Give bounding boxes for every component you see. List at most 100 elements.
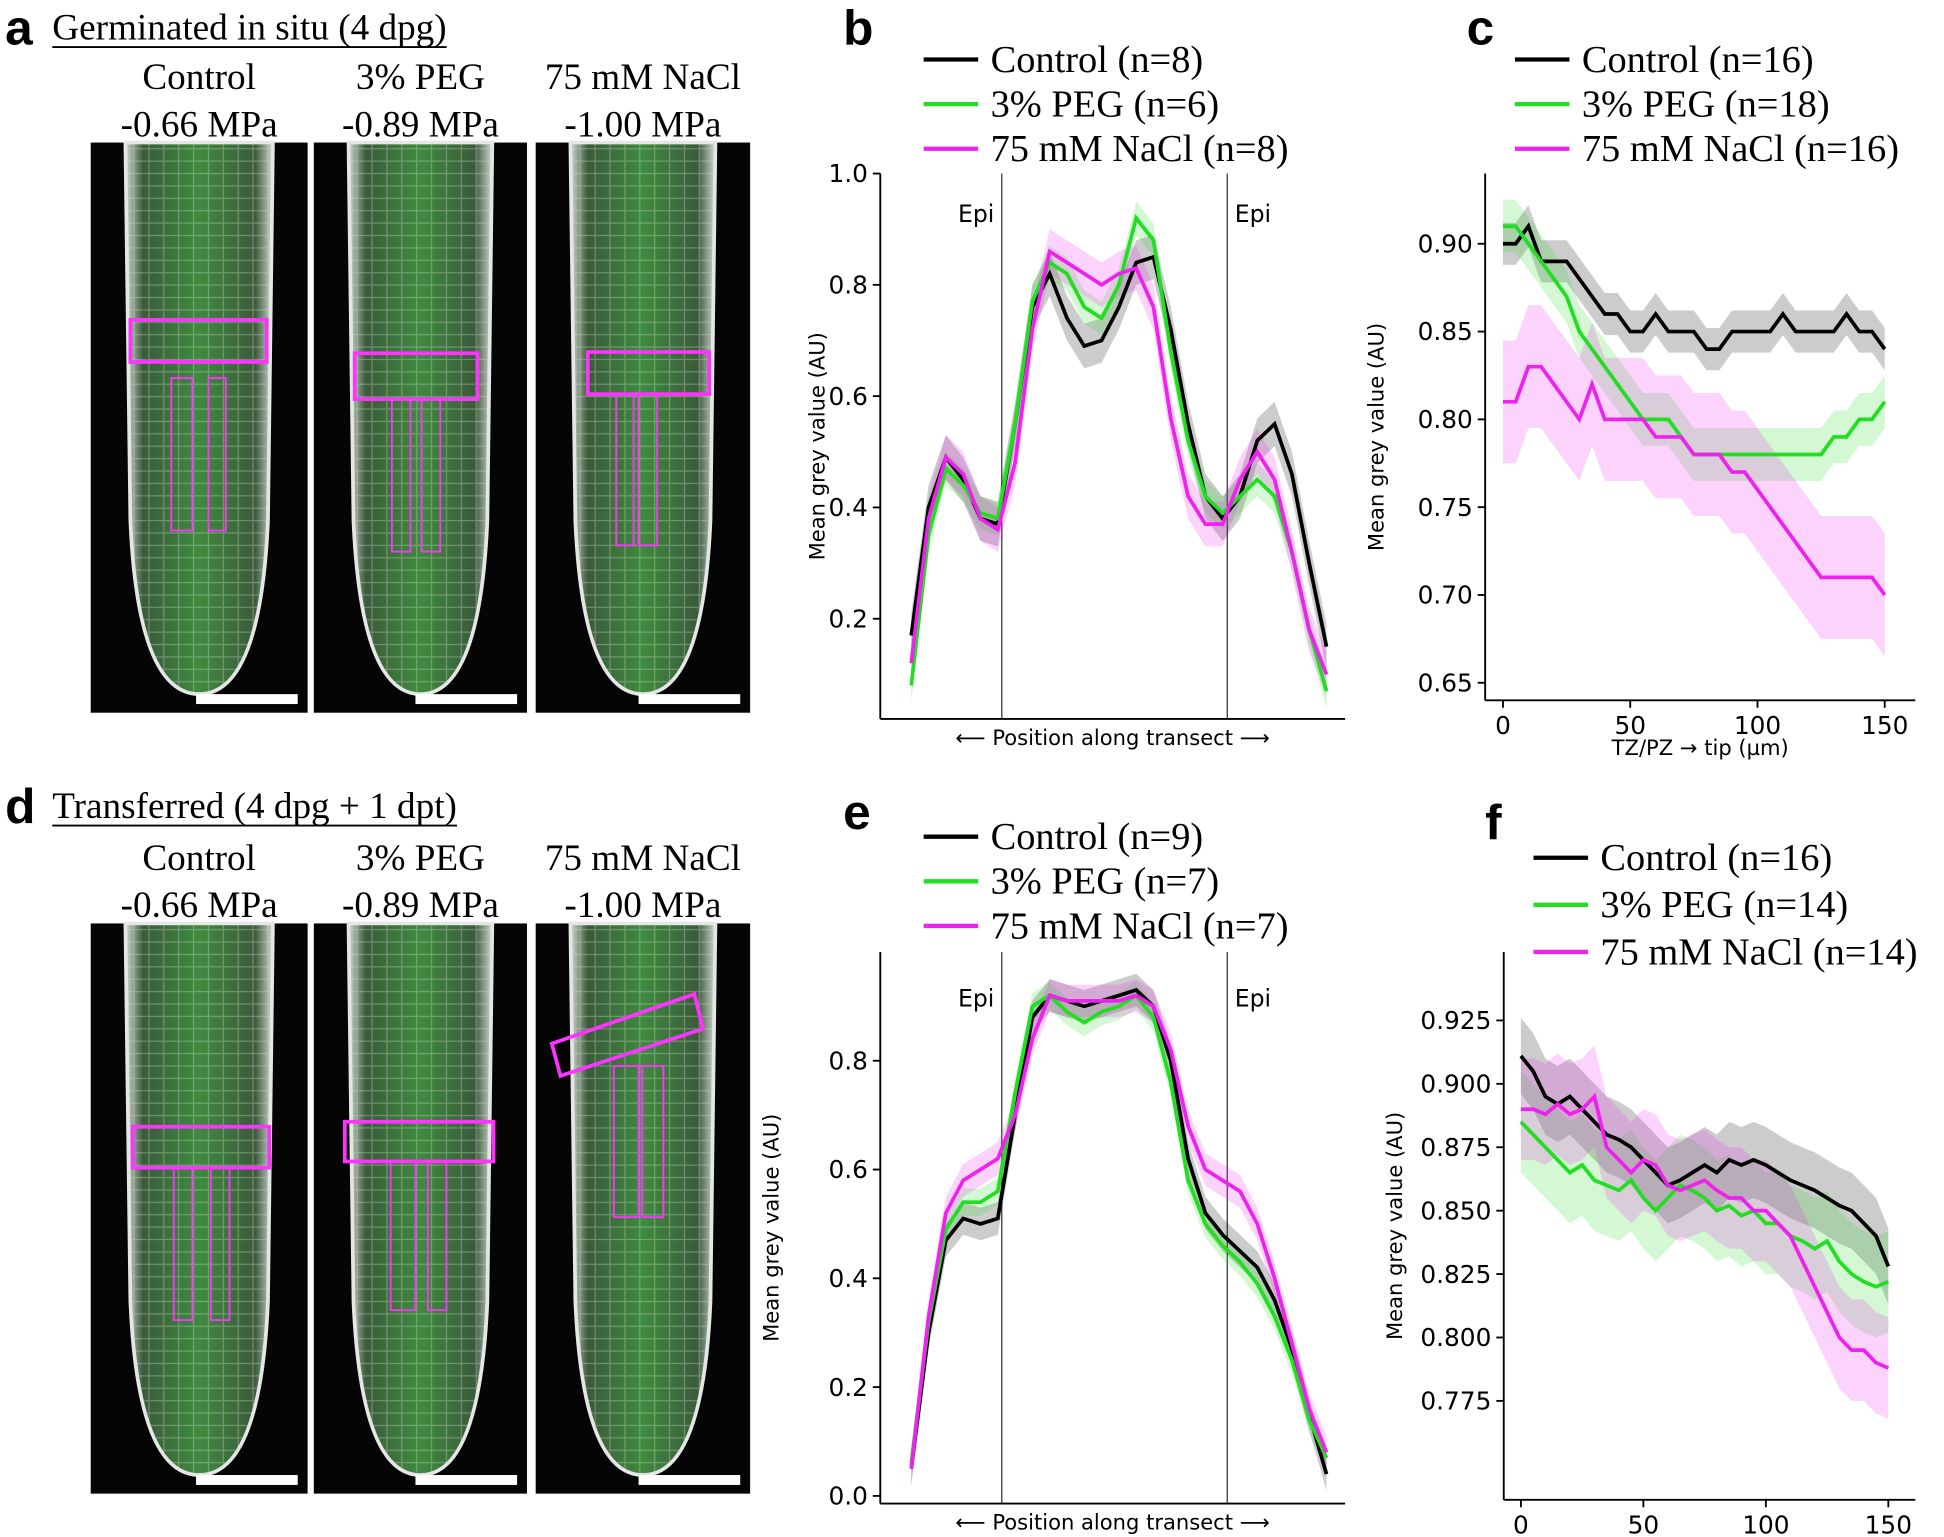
x-axis-label: TZ/PZ → tip (µm) bbox=[1611, 735, 1789, 760]
error-band bbox=[911, 229, 1327, 697]
panel-letter: c bbox=[1467, 0, 1495, 56]
legend-label: 75 mM NaCl (n=16) bbox=[1582, 128, 1899, 170]
series-line bbox=[1502, 364, 1887, 597]
legend-label: 3% PEG (n=7) bbox=[991, 861, 1220, 903]
y-tick-label: 0.90 bbox=[1418, 229, 1473, 258]
y-tick-label: 0.8 bbox=[828, 271, 867, 300]
series-line bbox=[909, 993, 1329, 1464]
y-tick-label: 0.85 bbox=[1418, 317, 1473, 346]
x-tick-label: 100 bbox=[1734, 711, 1781, 740]
root-cells bbox=[125, 142, 273, 695]
y-tick-label: 0.70 bbox=[1418, 581, 1473, 610]
legend-label: 3% PEG (n=6) bbox=[991, 84, 1220, 126]
y-tick-label: 0.4 bbox=[828, 1264, 867, 1293]
scale-bar bbox=[638, 694, 741, 705]
panel-heading: Transferred (4 dpg + 1 dpt) bbox=[52, 786, 457, 827]
scale-bar bbox=[415, 1475, 518, 1485]
roi-box bbox=[130, 1124, 272, 1170]
y-axis-label: Mean grey value (AU) bbox=[1382, 1112, 1407, 1340]
condition-name: 3% PEG bbox=[356, 838, 485, 879]
x-tick-label: 100 bbox=[1742, 1510, 1789, 1537]
roi-strip bbox=[612, 1065, 640, 1219]
roi-strip bbox=[207, 377, 227, 532]
legend-label: 75 mM NaCl (n=7) bbox=[991, 905, 1289, 947]
panel-letter: b bbox=[843, 0, 873, 56]
y-tick-label: 0.850 bbox=[1420, 1196, 1491, 1225]
annotation: Epi bbox=[958, 200, 994, 228]
legend-label: 75 mM NaCl (n=14) bbox=[1600, 931, 1917, 973]
panel-letter: d bbox=[5, 778, 35, 834]
panel-heading: Germinated in situ (4 dpg) bbox=[52, 8, 446, 49]
roi-box bbox=[549, 991, 706, 1079]
roi-strip bbox=[637, 393, 659, 547]
series-line bbox=[1519, 1120, 1890, 1289]
x-axis-label: ⟵ Position along transect ⟶ bbox=[955, 1510, 1269, 1535]
panel-letter: a bbox=[5, 0, 33, 56]
roi-strip bbox=[390, 398, 412, 553]
legend-label: Control (n=16) bbox=[1600, 837, 1832, 879]
panel-letter: e bbox=[843, 784, 871, 840]
series-line bbox=[909, 213, 1329, 692]
root-cells bbox=[348, 923, 493, 1476]
error-band bbox=[1520, 1017, 1889, 1305]
roi-box bbox=[128, 317, 269, 364]
error-band bbox=[911, 234, 1327, 669]
condition-potential: -0.89 MPa bbox=[342, 104, 499, 145]
y-axis-label: Mean grey value (AU) bbox=[759, 1114, 784, 1342]
y-tick-label: 0.775 bbox=[1420, 1387, 1491, 1416]
y-tick-label: 0.875 bbox=[1420, 1133, 1491, 1162]
roi-strip bbox=[615, 393, 635, 547]
x-tick-label: 0 bbox=[1495, 711, 1511, 740]
y-tick-label: 0.65 bbox=[1418, 668, 1473, 697]
condition-name: 75 mM NaCl bbox=[545, 57, 741, 98]
series-line bbox=[909, 987, 1329, 1475]
y-tick-label: 0.925 bbox=[1420, 1006, 1491, 1035]
root-cells bbox=[570, 142, 716, 695]
condition-name: 3% PEG bbox=[356, 57, 485, 98]
y-tick-label: 0.6 bbox=[828, 382, 867, 411]
series-line bbox=[909, 248, 1329, 676]
scale-bar bbox=[196, 694, 298, 705]
roi-strip bbox=[641, 1065, 665, 1219]
x-tick-label: 0 bbox=[1513, 1510, 1529, 1537]
condition-potential: -0.66 MPa bbox=[121, 104, 278, 145]
panel-letter: f bbox=[1485, 794, 1502, 850]
x-axis-label: TZ/PZ → tip (µm) bbox=[1620, 1534, 1798, 1537]
condition-potential: -0.66 MPa bbox=[121, 885, 278, 926]
condition-potential: -1.00 MPa bbox=[564, 104, 721, 145]
condition-name: Control bbox=[142, 57, 256, 98]
roi-strip bbox=[170, 377, 194, 532]
y-tick-label: 0.4 bbox=[828, 493, 867, 522]
y-tick-label: 0.6 bbox=[828, 1155, 867, 1184]
legend-label: Control (n=9) bbox=[991, 816, 1204, 858]
roi-box bbox=[352, 351, 480, 401]
condition-potential: -0.89 MPa bbox=[342, 885, 499, 926]
y-tick-label: 1.0 bbox=[828, 159, 867, 188]
series-line bbox=[909, 993, 1329, 1469]
x-tick-label: 150 bbox=[1865, 1510, 1912, 1537]
scale-bar bbox=[638, 1475, 741, 1485]
roi-strip bbox=[210, 1166, 231, 1322]
condition-name: Control bbox=[142, 838, 256, 879]
y-tick-label: 0.8 bbox=[828, 1046, 867, 1075]
condition-potential: -1.00 MPa bbox=[564, 885, 721, 926]
legend-label: Control (n=8) bbox=[991, 39, 1204, 81]
legend-label: 3% PEG (n=18) bbox=[1582, 84, 1830, 126]
condition-name: 75 mM NaCl bbox=[545, 838, 741, 879]
annotation: Epi bbox=[1235, 984, 1271, 1012]
roi-strip bbox=[426, 1160, 448, 1312]
error-band bbox=[1502, 199, 1885, 481]
annotation: Epi bbox=[1235, 200, 1271, 228]
y-tick-label: 0.80 bbox=[1418, 405, 1473, 434]
y-tick-label: 0.900 bbox=[1420, 1070, 1491, 1099]
roi-strip bbox=[172, 1166, 194, 1322]
series-line bbox=[1502, 222, 1887, 351]
roi-strip bbox=[420, 398, 442, 553]
x-tick-label: 150 bbox=[1861, 711, 1908, 740]
error-band bbox=[1502, 305, 1885, 657]
annotation: Epi bbox=[958, 984, 994, 1012]
y-tick-label: 0.75 bbox=[1418, 493, 1473, 522]
roi-strip bbox=[389, 1160, 417, 1312]
